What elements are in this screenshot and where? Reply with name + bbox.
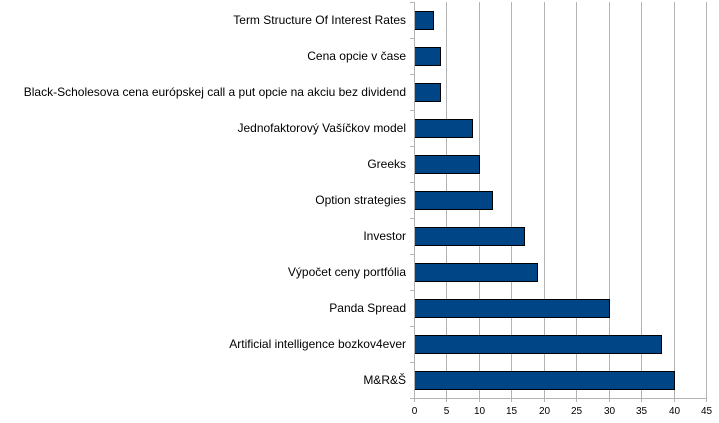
bar [414, 83, 441, 102]
bar [414, 11, 434, 30]
category-label: Panda Spread [329, 301, 406, 315]
x-tick-label: 40 [669, 406, 681, 417]
category-label: Cena opcie v čase [307, 49, 406, 63]
x-tick-label: 5 [444, 406, 450, 417]
x-tick-label: 35 [636, 406, 648, 417]
bar [414, 335, 662, 354]
axes [410, 2, 707, 402]
category-label: Investor [363, 229, 406, 243]
bar [414, 119, 473, 138]
x-tick-labels: 0 5 10 15 20 25 30 35 40 45 [412, 406, 713, 417]
x-tick-label: 15 [506, 406, 518, 417]
x-tick-label: 10 [474, 406, 486, 417]
bar [414, 227, 525, 246]
grid-lines [446, 2, 707, 398]
x-tick-label: 30 [604, 406, 616, 417]
bar [414, 155, 480, 174]
category-label: Výpočet ceny portfólia [288, 265, 406, 279]
x-tick-label: 20 [539, 406, 551, 417]
category-labels: Term Structure Of Interest Rates Cena opc… [24, 13, 407, 387]
category-label: Term Structure Of Interest Rates [233, 13, 406, 27]
bar [414, 47, 441, 66]
category-label: Option strategies [315, 193, 406, 207]
x-tick-label: 45 [701, 406, 713, 417]
category-label: Jednofaktorový Vašíčkov model [237, 121, 406, 135]
x-tick-label: 25 [571, 406, 583, 417]
category-label: Greeks [367, 157, 406, 171]
bar [414, 371, 675, 390]
x-tick-label: 0 [412, 406, 418, 417]
bar [414, 191, 493, 210]
category-label: Artificial intelligence bozkov4ever [229, 337, 406, 351]
category-label: M&R&Š [363, 372, 406, 387]
bar [414, 299, 610, 318]
bar [414, 263, 538, 282]
category-label: Black-Scholesova cena európskej call a p… [24, 85, 406, 99]
